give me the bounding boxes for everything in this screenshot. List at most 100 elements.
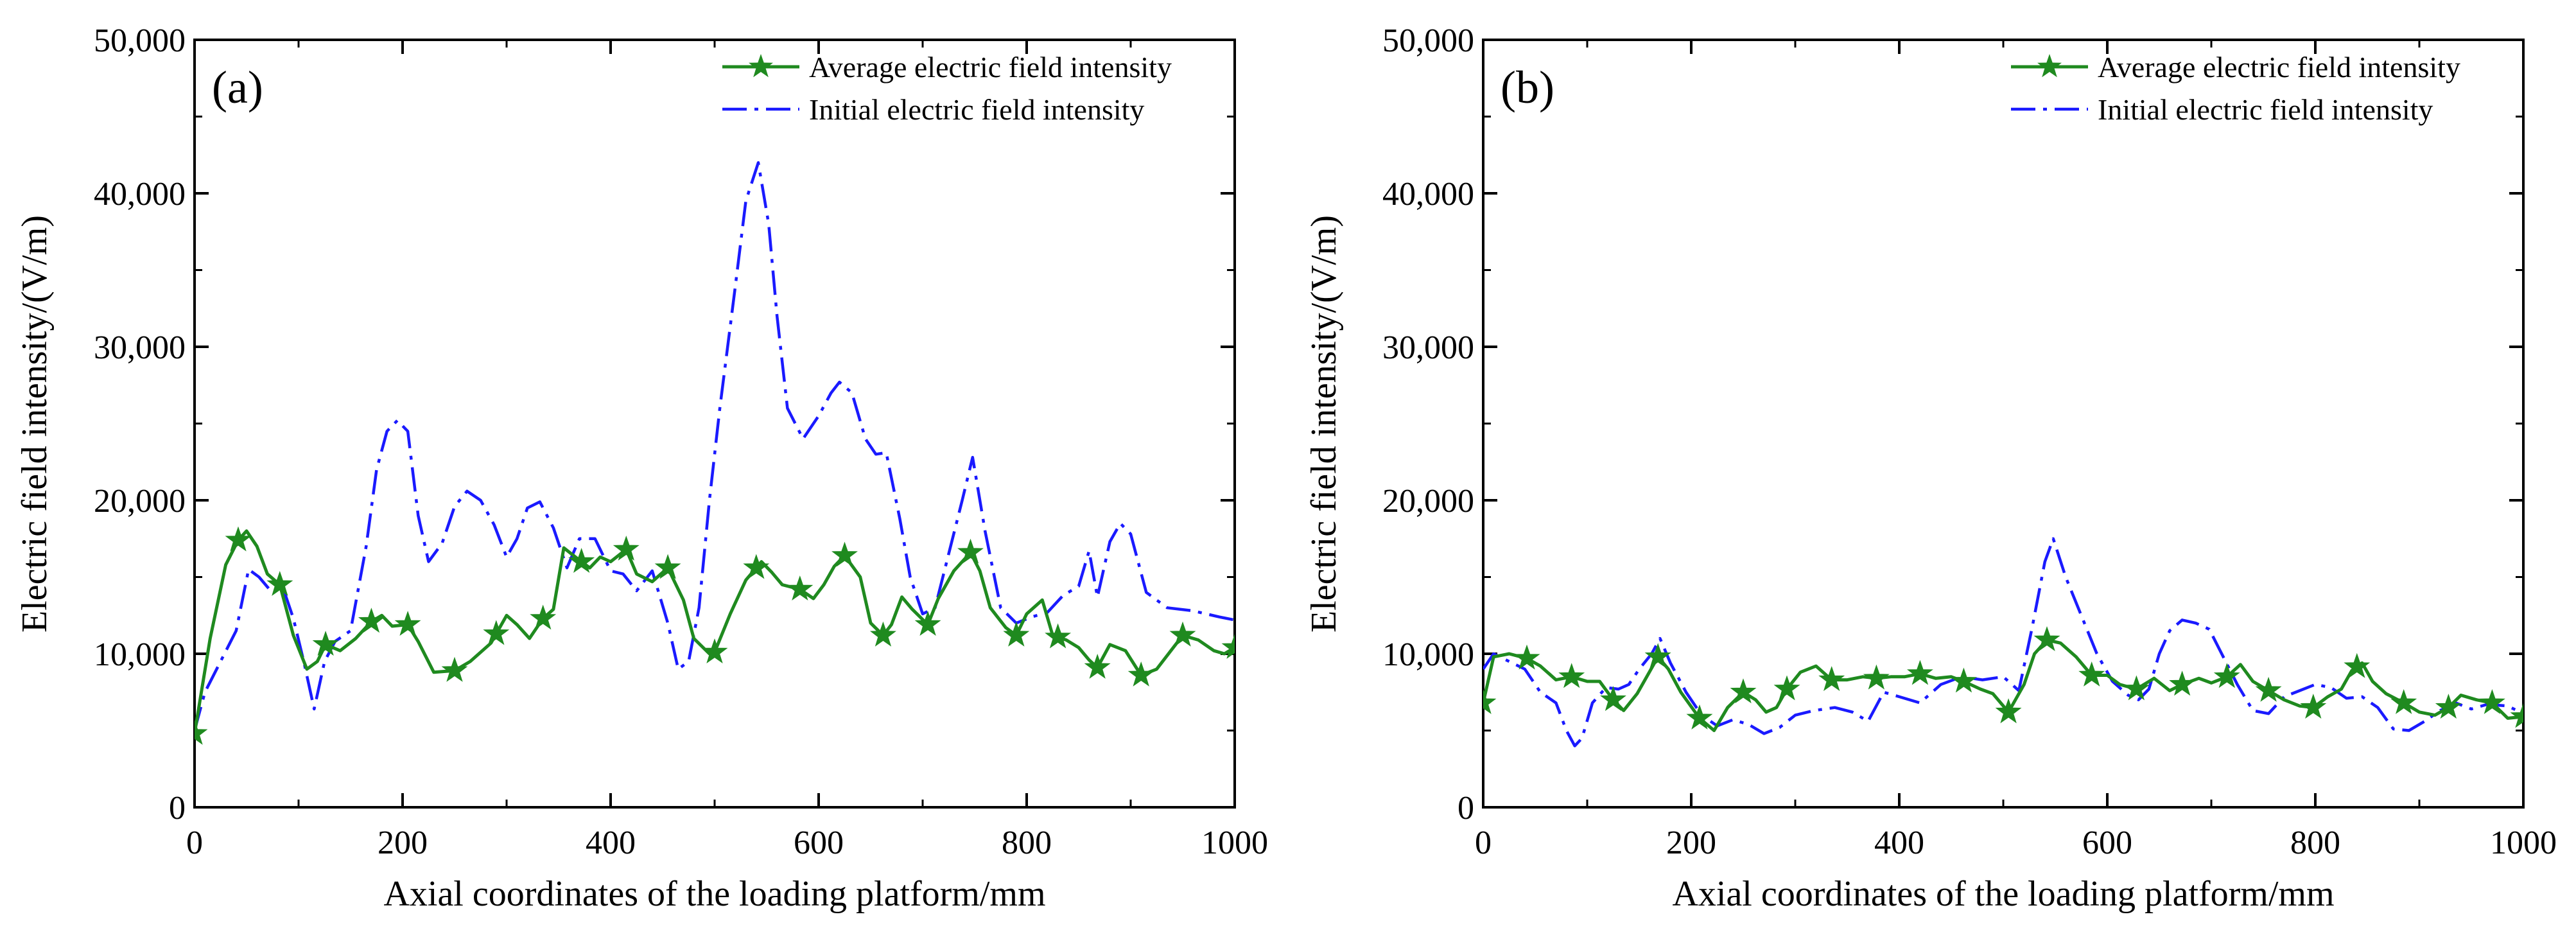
average-star-marker (1818, 666, 1845, 692)
average-star-marker (1513, 644, 1540, 670)
average-star-marker (1644, 643, 1671, 669)
average-star-marker (195, 719, 208, 745)
legend: Average electric field intensity Initial… (2011, 51, 2460, 126)
average-star-marker (358, 608, 385, 633)
x-tick-label: 400 (1874, 825, 1924, 861)
average-star-marker (266, 570, 293, 596)
y-tick-label: 40,000 (1382, 176, 1474, 213)
average-star-marker (394, 611, 421, 636)
series-line-average (1483, 638, 2523, 732)
x-axis-label: Axial coordinates of the loading platfor… (1672, 874, 2334, 914)
x-axis-ticks: 0 200 400 600 800 1000 (1475, 40, 2557, 861)
average-star-marker (2510, 703, 2523, 728)
average-star-marker (654, 554, 681, 579)
average-star-marker (1003, 621, 1030, 647)
x-tick-label: 400 (586, 825, 636, 861)
x-tick-label: 800 (2290, 825, 2340, 861)
series-group (1483, 537, 2523, 748)
legend-star-marker (749, 54, 773, 78)
chart-panel-a: 0 200 400 600 800 1000 0 10,000 20,000 30,000 40,… (15, 22, 1268, 914)
x-tick-label: 200 (1666, 825, 1716, 861)
y-tick-label: 0 (1458, 790, 1474, 827)
y-tick-label: 50,000 (94, 22, 186, 59)
average-star-marker (1995, 698, 2022, 724)
average-star-marker (2300, 694, 2327, 719)
x-tick-label: 1000 (2490, 825, 2557, 861)
average-star-marker (1863, 664, 1890, 690)
average-star-marker (2213, 663, 2240, 688)
average-star-marker (957, 538, 984, 564)
x-tick-label: 600 (794, 825, 844, 861)
average-star-marker (831, 541, 858, 567)
x-tick-label: 600 (2082, 825, 2132, 861)
x-tick-label: 1000 (1201, 825, 1268, 861)
average-star-marker (2255, 676, 2282, 702)
x-axis-label: Axial coordinates of the loading platfor… (383, 874, 1045, 914)
legend: Average electric field intensity Initial… (722, 51, 1172, 126)
chart-panel-b: 0 200 400 600 800 1000 0 10,000 20,000 30,000 40,… (1304, 22, 2557, 914)
y-tick-label: 10,000 (1382, 636, 1474, 673)
average-star-marker (1483, 688, 1497, 714)
series-group (195, 161, 1235, 745)
average-star-marker (1558, 663, 1585, 688)
average-star-marker (869, 621, 896, 647)
x-tick-label: 200 (378, 825, 428, 861)
average-star-marker (1950, 667, 1977, 693)
average-star-marker (530, 604, 557, 630)
average-star-marker (2123, 675, 2150, 701)
average-star-marker (568, 548, 595, 573)
legend-label-initial: Initial electric field intensity (2098, 93, 2433, 126)
x-tick-label: 0 (186, 825, 203, 861)
y-tick-label: 10,000 (94, 636, 186, 673)
average-star-marker (1127, 661, 1154, 687)
panel-label: (a) (212, 62, 263, 113)
average-star-marker (2478, 688, 2505, 714)
legend-star-marker (2037, 54, 2062, 78)
average-star-marker (701, 638, 728, 664)
y-tick-label: 0 (169, 790, 186, 827)
average-star-marker (1084, 653, 1111, 679)
legend-label-average: Average electric field intensity (809, 51, 1172, 83)
average-star-marker (1773, 675, 1800, 701)
series-line-initial (1483, 537, 2523, 748)
y-tick-label: 30,000 (1382, 329, 1474, 366)
average-star-marker (1169, 621, 1196, 647)
plot-frame (193, 39, 1236, 809)
y-tick-label: 20,000 (1382, 483, 1474, 520)
average-star-marker (1906, 660, 1933, 685)
average-star-marker (312, 631, 339, 656)
x-axis-ticks: 0 200 400 600 800 1000 (186, 40, 1268, 861)
average-star-marker (787, 575, 814, 601)
average-star-marker (914, 611, 941, 636)
average-star-marker (441, 656, 468, 682)
average-star-marker (2344, 652, 2371, 678)
x-tick-label: 800 (1002, 825, 1052, 861)
average-star-marker (1730, 678, 1757, 704)
y-tick-label: 30,000 (94, 329, 186, 366)
y-axis-ticks: 0 10,000 20,000 30,000 40,000 50,000 (94, 22, 1235, 827)
average-star-marker (743, 554, 770, 579)
legend-label-initial: Initial electric field intensity (809, 93, 1144, 126)
average-star-marker (1221, 633, 1235, 659)
panel-label: (b) (1501, 62, 1554, 113)
y-tick-label: 50,000 (1382, 22, 1474, 59)
y-tick-label: 40,000 (94, 176, 186, 213)
average-star-marker (1600, 686, 1626, 712)
average-star-marker (2435, 694, 2462, 719)
average-star-marker (483, 620, 510, 645)
y-tick-label: 20,000 (94, 483, 186, 520)
average-star-marker (2390, 688, 2417, 714)
y-axis-label: Electric field intensity/(V/m) (15, 215, 55, 633)
average-star-marker (225, 526, 252, 552)
legend-label-average: Average electric field intensity (2098, 51, 2460, 83)
y-axis-ticks: 0 10,000 20,000 30,000 40,000 50,000 (1382, 22, 2523, 827)
y-axis-label: Electric field intensity/(V/m) (1304, 215, 1344, 633)
average-star-marker (613, 535, 640, 561)
average-star-marker (2033, 626, 2060, 651)
average-star-marker (2169, 670, 2196, 696)
average-star-marker (1686, 704, 1713, 730)
average-star-marker (1045, 623, 1072, 649)
x-tick-label: 0 (1475, 825, 1492, 861)
